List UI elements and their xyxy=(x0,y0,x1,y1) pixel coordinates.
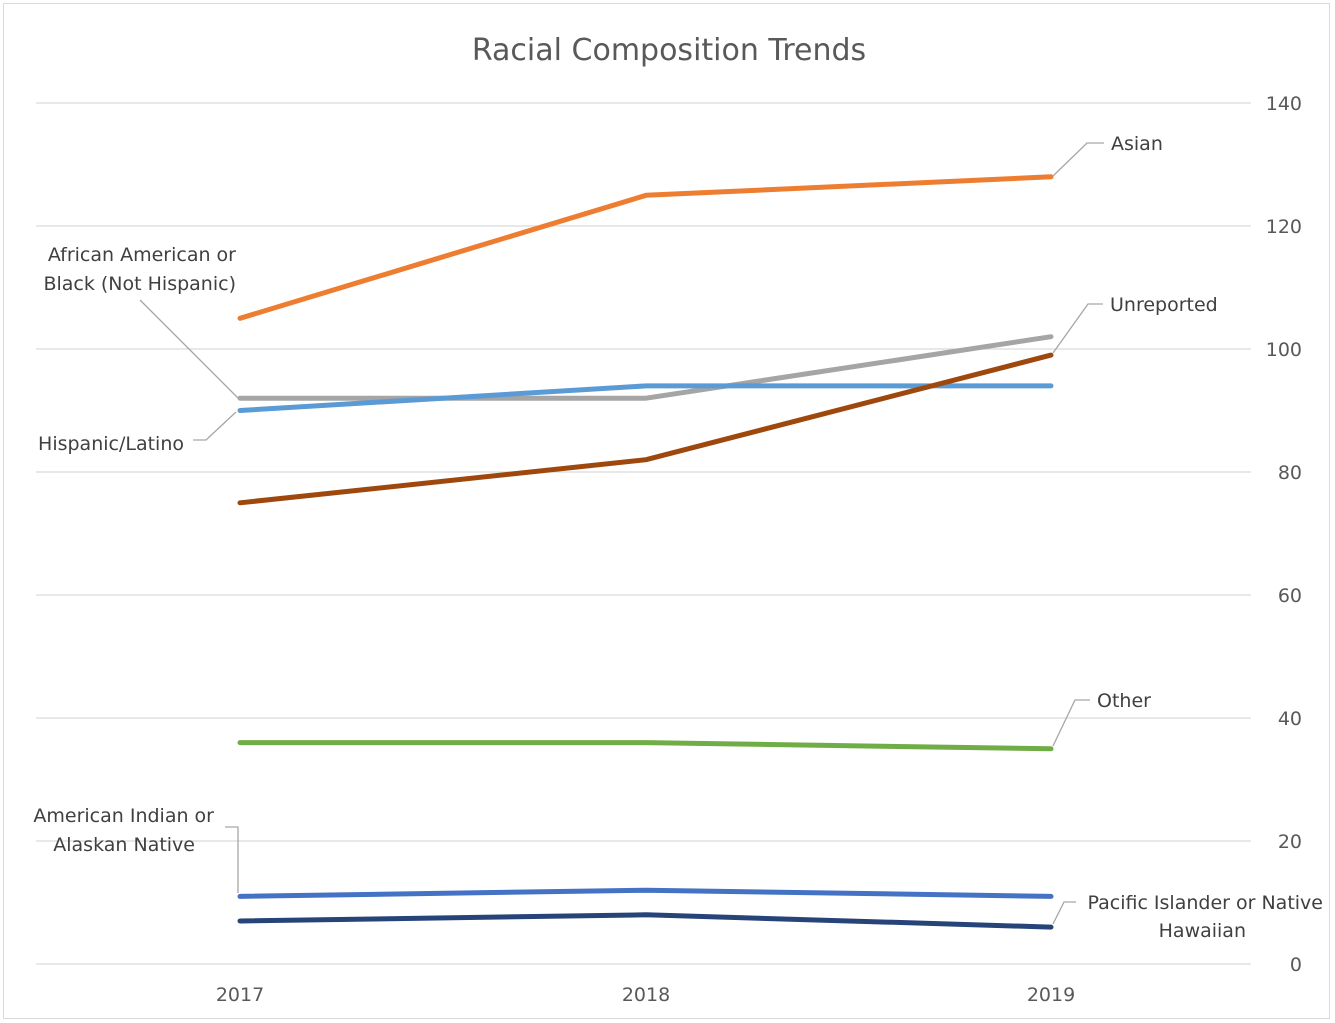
leader-line-hispanic-latino xyxy=(193,411,237,441)
series-line-pacific-islander-or-native-hawaiian xyxy=(237,912,1054,930)
chart-frame xyxy=(3,3,1330,1019)
series-line-other xyxy=(237,740,1054,752)
y-tick-label: 140 xyxy=(1266,93,1302,115)
series-line-hispanic-latino xyxy=(237,383,1054,413)
leader-line-african-american-or-black-not-hispanic xyxy=(139,299,239,399)
x-axis-ticks: 2017 2018 2019 xyxy=(216,984,1075,1006)
x-tick-label: 2018 xyxy=(622,984,670,1006)
series-line-american-indian-or-alaskan-native xyxy=(237,887,1054,899)
y-tick-label: 120 xyxy=(1266,216,1302,238)
leader-line-other xyxy=(1052,699,1090,747)
series-label-pacific-islander-or-native-hawaiian: Hawaiian xyxy=(1159,920,1246,942)
y-tick-label: 40 xyxy=(1278,708,1302,730)
series-label-hispanic-latino: Hispanic/Latino xyxy=(38,433,184,455)
series-line-asian xyxy=(237,174,1054,321)
series-label-pacific-islander-or-native-hawaiian: Pacific Islander or Native xyxy=(1088,892,1324,914)
y-tick-label: 100 xyxy=(1266,339,1302,361)
gridlines xyxy=(36,102,1251,965)
y-tick-label: 60 xyxy=(1278,585,1302,607)
leader-line-asian xyxy=(1052,142,1104,177)
y-tick-label: 80 xyxy=(1278,462,1302,484)
series-line-african-american-or-black-not-hispanic xyxy=(237,334,1054,401)
series-labels: Asian African American or Black (Not Hispa… xyxy=(33,133,1323,942)
series-label-other: Other xyxy=(1097,690,1151,712)
y-axis-ticks: 0 20 40 60 80 100 120 140 xyxy=(1266,93,1302,976)
series-label-american-indian-or-alaskan-native: Alaskan Native xyxy=(53,834,195,856)
x-tick-label: 2017 xyxy=(216,984,264,1006)
series-label-african-american-or-black-not-hispanic: Black (Not Hispanic) xyxy=(43,273,236,295)
chart-title: Racial Composition Trends xyxy=(472,33,866,68)
series-label-unreported: Unreported xyxy=(1110,294,1218,316)
y-tick-label: 20 xyxy=(1278,831,1302,853)
series-label-asian: Asian xyxy=(1111,133,1163,155)
leader-line-pacific-islander-or-native-hawaiian xyxy=(1052,901,1076,925)
leader-line-unreported xyxy=(1052,303,1103,354)
series-label-african-american-or-black-not-hispanic: African American or xyxy=(48,244,236,266)
series-line-unreported xyxy=(237,352,1054,506)
series-label-american-indian-or-alaskan-native: American Indian or xyxy=(33,805,214,827)
y-tick-label: 0 xyxy=(1290,954,1302,976)
leader-line-american-indian-or-alaskan-native xyxy=(225,826,239,893)
x-tick-label: 2019 xyxy=(1027,984,1075,1006)
series-lines xyxy=(237,174,1054,930)
